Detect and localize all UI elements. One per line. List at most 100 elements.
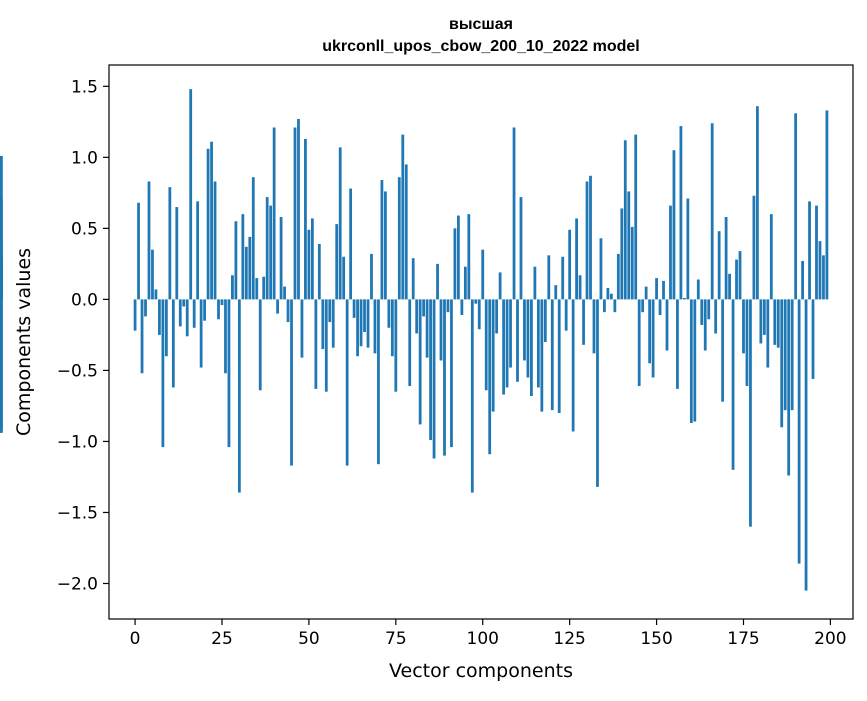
bar <box>258 299 262 391</box>
bar <box>738 251 742 300</box>
bar <box>509 299 512 368</box>
bar <box>773 299 777 345</box>
bar <box>335 224 339 300</box>
bar <box>269 205 273 300</box>
bar <box>307 229 311 300</box>
bar <box>620 208 624 300</box>
bar <box>446 299 450 313</box>
bar <box>630 226 634 300</box>
bar <box>721 299 725 402</box>
bar <box>571 299 575 432</box>
bar <box>797 299 801 564</box>
bar <box>735 259 738 300</box>
bar <box>262 276 266 300</box>
bar <box>731 299 735 470</box>
y-tick-label: 0.0 <box>71 290 98 310</box>
x-tick-label: 125 <box>553 629 585 649</box>
bar <box>377 299 380 465</box>
bar <box>234 221 238 300</box>
bar <box>790 299 794 411</box>
bar <box>439 299 443 361</box>
bar <box>380 180 384 300</box>
bar <box>592 299 596 354</box>
bar <box>707 299 711 320</box>
bar <box>460 299 464 316</box>
x-tick-label: 75 <box>385 629 407 649</box>
bar <box>477 299 481 330</box>
bar <box>648 299 652 364</box>
bar <box>703 299 707 351</box>
bar <box>787 299 791 476</box>
bar <box>637 299 641 387</box>
bar <box>714 299 718 334</box>
bar <box>227 299 231 448</box>
bar <box>171 299 175 388</box>
bar <box>651 299 655 378</box>
bar <box>342 256 346 300</box>
bar <box>237 299 241 493</box>
bar <box>328 299 332 323</box>
bar <box>818 241 822 300</box>
bar <box>463 266 467 300</box>
chart-subtitle: ukrconll_upos_cbow_200_10_2022 model <box>322 38 639 55</box>
bar <box>780 299 784 428</box>
bar <box>627 191 631 300</box>
bar <box>756 106 759 300</box>
bar <box>467 214 471 300</box>
bar <box>397 177 401 300</box>
bar <box>745 299 749 387</box>
ticks-layer: 0 25 50 75 100 125 150 175 200 −2.0 −1.5 −1.0 −0.5 0.… <box>57 77 847 649</box>
bar <box>533 266 537 300</box>
bar <box>613 299 617 313</box>
chart-title: высшая <box>449 16 513 33</box>
bar <box>175 207 179 300</box>
bar <box>206 148 210 300</box>
bar <box>408 299 412 387</box>
bar <box>432 299 436 459</box>
bar <box>682 297 686 300</box>
bar <box>568 229 572 300</box>
bar <box>324 299 328 392</box>
bar <box>422 299 426 317</box>
bar <box>0 299 3 433</box>
bar <box>453 228 457 300</box>
bar <box>502 299 505 395</box>
bar <box>363 299 366 333</box>
y-tick-label: 1.5 <box>71 77 98 97</box>
bar <box>766 299 770 368</box>
bar <box>384 191 387 300</box>
x-tick-label: 100 <box>467 629 499 649</box>
bar <box>547 255 551 300</box>
bar <box>244 246 248 300</box>
bar <box>609 293 613 300</box>
bar <box>255 278 259 300</box>
bar <box>356 299 359 357</box>
bar <box>759 299 763 344</box>
bar <box>231 275 234 300</box>
bar <box>526 299 530 378</box>
x-tick-label: 50 <box>298 629 320 649</box>
bar <box>370 253 373 300</box>
bar <box>822 255 825 300</box>
bar <box>137 202 140 300</box>
bar <box>530 299 533 396</box>
bar <box>644 286 648 300</box>
y-tick-label: 0.5 <box>71 219 98 239</box>
y-tick-label: −1.0 <box>57 432 98 452</box>
bar <box>248 236 252 300</box>
bar <box>217 299 220 320</box>
bar <box>762 299 766 335</box>
bar <box>585 181 589 300</box>
bar <box>210 141 213 300</box>
bar <box>557 299 561 414</box>
bar <box>352 299 356 318</box>
bar <box>676 299 679 389</box>
bar <box>317 243 321 300</box>
y-tick-label: −0.5 <box>57 361 98 381</box>
bar <box>623 140 627 300</box>
bar <box>679 126 683 300</box>
y-tick-label: 1.0 <box>71 148 98 168</box>
bar <box>304 138 307 300</box>
bar <box>808 201 811 300</box>
